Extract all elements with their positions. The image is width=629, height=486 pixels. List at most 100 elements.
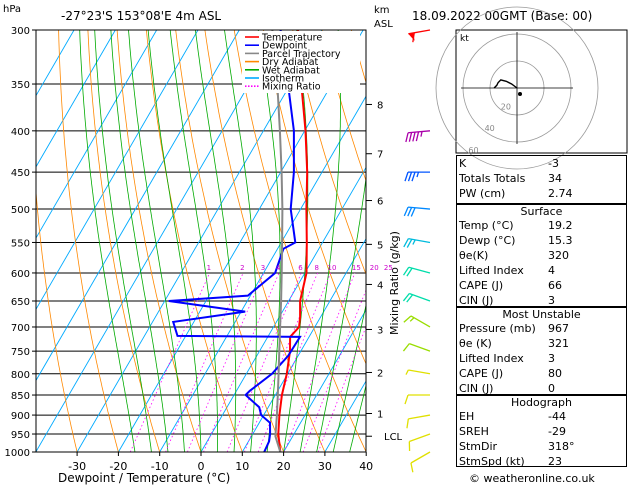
wind-barb-full (407, 207, 413, 217)
unstable-value: 967 (548, 322, 569, 335)
legend-label: Temperature (261, 33, 322, 44)
indices-box (456, 155, 627, 204)
wet-adiabat (128, 30, 185, 452)
wind-barb-full (406, 267, 413, 277)
index-label: Totals Totals (459, 172, 526, 185)
credit-text: © weatheronline.co.uk (469, 472, 595, 485)
pressure-tick-label: 650 (11, 297, 30, 308)
mixing-ratio-label: 3 (261, 264, 265, 272)
isotherm-line (36, 30, 158, 239)
wind-barb (402, 343, 431, 352)
wind-barb-full (404, 171, 409, 182)
unstable-value: 80 (548, 367, 562, 380)
wind-barb (410, 451, 431, 473)
wind-barb (402, 266, 431, 277)
unstable-row: Lifted Index 3 (456, 351, 627, 366)
km-tick-label: LCL (384, 432, 403, 443)
hodograph-ring-label: 60 (468, 146, 478, 155)
mixing-ratio-label: 25 (384, 264, 393, 272)
isotherm-line (36, 30, 116, 168)
dry-adiabat (321, 30, 366, 182)
mixing-ratio-line (257, 272, 331, 452)
hodograph-frame (455, 29, 628, 154)
mixing-ratio-line (302, 288, 366, 452)
unstable-row: CAPE (J) 80 (456, 366, 627, 381)
mixing-ratio-line (187, 272, 265, 452)
hodo-stat-value: -29 (548, 425, 566, 438)
hodograph-ring (435, 6, 599, 170)
unstable-label: CAPE (J) (459, 367, 504, 380)
unstable-row: CIN (J) 0 (456, 381, 627, 396)
surface-value: 320 (548, 249, 569, 262)
index-row: Totals Totals 34 (456, 171, 627, 186)
wet-adiabat (110, 30, 169, 452)
pressure-tick-label: 700 (11, 323, 30, 334)
wind-barb-shaft (410, 315, 431, 328)
pressure-tick-label: 1000 (5, 448, 30, 459)
wet-adiabat (94, 30, 152, 452)
index-row: K -3 (456, 156, 627, 171)
dry-adiabat (146, 30, 243, 452)
unstable-label: Pressure (mb) (459, 322, 536, 335)
index-value: -3 (548, 157, 559, 170)
unstable-title: Most Unstable (502, 308, 581, 321)
wind-barb-full (407, 171, 413, 182)
pressure-tick-label: 600 (11, 269, 30, 280)
wind-barb-full (402, 293, 410, 302)
wind-barb-shaft (409, 433, 431, 443)
wind-barb-full (406, 238, 413, 248)
location-title: -27°23'S 153°08'E 4m ASL (61, 9, 221, 23)
mixing-ratio-label: 1 (207, 264, 211, 272)
temperature-tick-label: -10 (151, 460, 169, 473)
pressure-tick-label: 550 (11, 238, 30, 249)
index-label: K (459, 157, 467, 170)
isotherm-line (283, 309, 366, 452)
x-axis-title: Dewpoint / Temperature (°C) (58, 471, 230, 485)
dry-adiabat (36, 187, 78, 452)
km-tick-label: 3 (377, 325, 383, 336)
legend-box (242, 31, 360, 93)
mixing-ratio-label: 6 (298, 264, 303, 272)
wind-barb-full (402, 343, 410, 352)
dry-adiabat (204, 30, 326, 452)
isotherm-line (200, 166, 366, 452)
wet-adiabat (299, 30, 341, 452)
hodo-stat-value: 23 (548, 455, 562, 468)
wet-adiabat (257, 30, 281, 452)
legend-label: Wet Adiabat (262, 65, 320, 76)
dry-adiabat (116, 30, 202, 452)
wind-barb-half (420, 131, 423, 137)
mixing-ratio-line (203, 272, 280, 452)
pressure-tick-label: 750 (11, 347, 30, 358)
surface-value: 19.2 (548, 219, 573, 232)
surface-row: CIN (J) 3 (456, 293, 627, 308)
legend-label: Dry Adiabat (262, 57, 319, 68)
wind-barb-shaft (409, 343, 431, 352)
pressure-tick-label: 500 (11, 205, 30, 216)
temperature-tick-label: 20 (277, 460, 291, 473)
pressure-tick-label: 300 (11, 26, 30, 37)
mixing-ratio-labels: 1 2 3 4 6 8 10 15 20 25 (207, 264, 393, 272)
unstable-label: Lifted Index (459, 352, 524, 365)
surface-label: CIN (J) (459, 294, 494, 307)
surface-label: Temp (°C) (459, 219, 514, 232)
wind-barb-full (403, 315, 412, 323)
wet-adiabat (224, 30, 257, 452)
mixing-ratio-label: 8 (315, 264, 319, 272)
wind-barb-shaft (408, 206, 431, 210)
mixing-ratio-line (244, 272, 318, 452)
wind-barb-full (412, 32, 415, 43)
temperature-tick-label: 40 (359, 460, 373, 473)
wind-barb-full (412, 131, 416, 142)
wind-barb-shaft (410, 451, 431, 464)
wet-adiabat (79, 30, 136, 452)
hodo-stat-value: 318° (548, 440, 575, 453)
legend-label: Dewpoint (262, 41, 307, 52)
km-tick-label: 2 (377, 368, 383, 379)
hodograph-storm-motion (518, 92, 522, 96)
datetime-label: 18.09.2022 00GMT (Base: 00) (412, 9, 592, 23)
hodograph-ring-label: 20 (501, 103, 511, 112)
hodo-stat-label: StmSpd (kt) (459, 455, 525, 468)
